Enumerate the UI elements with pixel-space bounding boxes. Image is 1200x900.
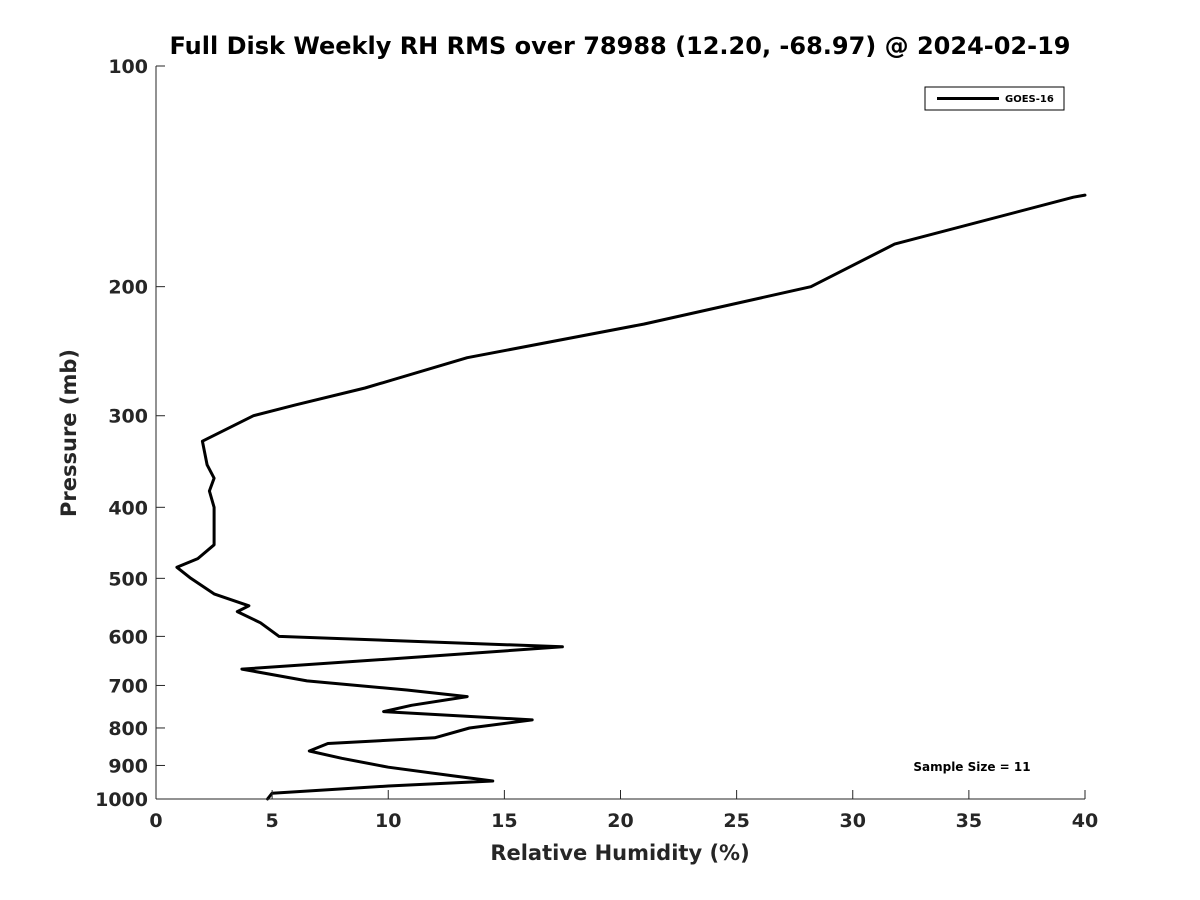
y-tick-label: 500 <box>108 568 148 590</box>
sample-size-annotation: Sample Size = 11 <box>913 760 1030 774</box>
legend-label-goes-16: GOES-16 <box>1005 94 1054 105</box>
x-tick-label: 20 <box>607 810 633 832</box>
x-tick-label: 15 <box>491 810 517 832</box>
x-tick-label: 10 <box>375 810 401 832</box>
x-axis-label: Relative Humidity (%) <box>490 841 749 865</box>
y-tick-label: 900 <box>108 755 148 777</box>
y-tick-label: 600 <box>108 626 148 648</box>
x-tick-label: 0 <box>149 810 162 832</box>
x-tick-label: 5 <box>266 810 279 832</box>
y-axis-label: Pressure (mb) <box>57 349 81 517</box>
x-tick-label: 40 <box>1072 810 1098 832</box>
y-tick-label: 200 <box>108 277 148 299</box>
chart-title: Full Disk Weekly RH RMS over 78988 (12.2… <box>169 32 1070 60</box>
y-tick-label: 100 <box>108 56 148 78</box>
y-tick-label: 800 <box>108 718 148 740</box>
y-tick-label: 700 <box>108 675 148 697</box>
legend: GOES-16 <box>924 86 1065 111</box>
series-line-goes-16 <box>175 193 1087 801</box>
y-tick-label: 400 <box>108 497 148 519</box>
x-tick-label: 30 <box>840 810 866 832</box>
x-tick-label: 35 <box>956 810 982 832</box>
y-tick-label: 300 <box>108 406 148 428</box>
y-tick-label: 1000 <box>95 789 148 811</box>
x-tick-label: 25 <box>723 810 749 832</box>
plot-area <box>175 193 1087 801</box>
axes: 0 5 10 15 20 25 30 35 40 100 200 300 400 500 600 700 800… <box>95 56 1098 832</box>
